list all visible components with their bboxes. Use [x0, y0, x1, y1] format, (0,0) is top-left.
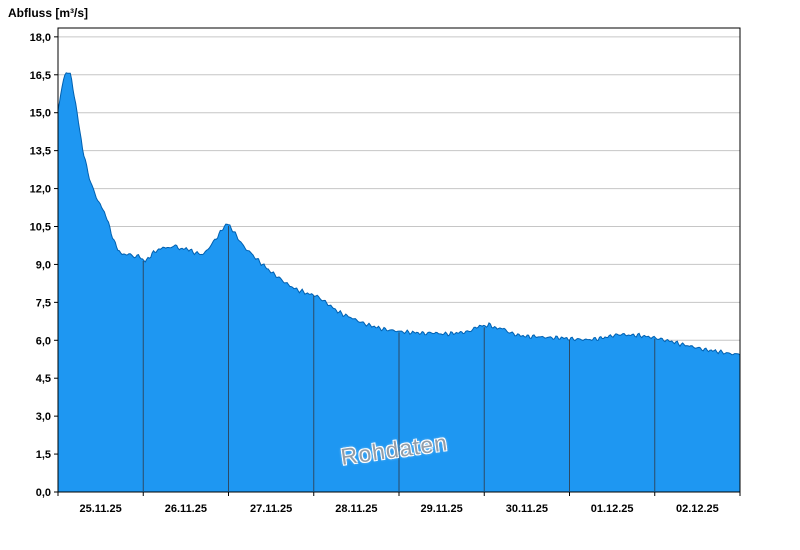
y-tick-label: 7,5	[36, 297, 51, 309]
y-tick-label: 0,0	[36, 487, 51, 499]
y-tick-label: 18,0	[30, 32, 51, 44]
x-tick-label: 30.11.25	[506, 503, 548, 515]
x-tick-label: 28.11.25	[335, 503, 377, 515]
x-tick-label: 02.12.25	[676, 503, 719, 515]
x-tick-label: 01.12.25	[591, 503, 634, 515]
x-tick-label: 25.11.25	[80, 503, 122, 515]
discharge-line	[57, 72, 741, 356]
y-tick-label: 4,5	[36, 373, 51, 385]
x-tick-label: 29.11.25	[421, 503, 463, 515]
y-tick-label: 6,0	[36, 335, 51, 347]
x-tick-label: 27.11.25	[250, 503, 292, 515]
y-tick-label: 3,0	[36, 411, 51, 423]
y-tick-label: 9,0	[36, 259, 51, 271]
x-tick-label: 26.11.25	[165, 503, 207, 515]
chart-title: Abfluss [m³/s]	[8, 6, 89, 20]
y-tick-label: 10,5	[30, 221, 51, 233]
y-tick-label: 15,0	[30, 108, 51, 120]
y-tick-label: 12,0	[30, 184, 51, 196]
y-tick-label: 16,5	[30, 70, 51, 82]
y-tick-label: 13,5	[30, 146, 51, 158]
y-tick-label: 1,5	[36, 449, 51, 461]
